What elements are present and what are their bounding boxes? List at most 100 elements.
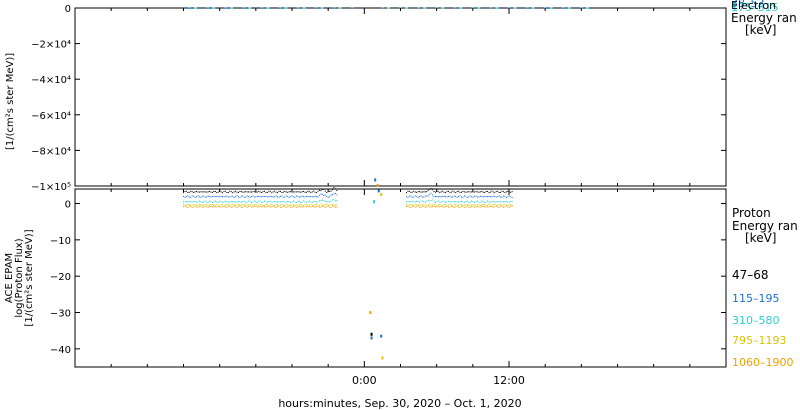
proton-data-point bbox=[429, 200, 431, 202]
proton-data-point bbox=[232, 201, 234, 203]
proton-data-point bbox=[423, 204, 425, 206]
proton-data-point bbox=[219, 205, 221, 207]
proton-data-point bbox=[264, 196, 266, 198]
proton-data-point bbox=[268, 205, 270, 207]
proton-data-point bbox=[314, 195, 316, 197]
proton-data-point bbox=[432, 204, 434, 206]
proton-data-point bbox=[271, 201, 273, 203]
proton-data-point bbox=[456, 191, 458, 193]
proton-data-point bbox=[197, 204, 199, 206]
proton-data-point bbox=[482, 206, 484, 208]
proton-data-point bbox=[246, 204, 248, 206]
proton-data-point bbox=[420, 204, 422, 206]
proton-data-point bbox=[275, 201, 277, 203]
proton-data-point bbox=[240, 201, 242, 203]
proton-data-point bbox=[252, 204, 254, 206]
proton-data-point bbox=[437, 196, 439, 198]
proton-data-point bbox=[224, 196, 226, 198]
proton-data-point bbox=[484, 206, 486, 208]
proton-data-point bbox=[502, 201, 504, 203]
proton-data-point bbox=[485, 190, 487, 192]
proton-data-point bbox=[449, 201, 451, 203]
proton-data-point bbox=[488, 206, 490, 208]
time-axis: 0:00 12:00 bbox=[74, 8, 727, 387]
proton-data-point bbox=[275, 203, 277, 205]
proton-data-point bbox=[307, 196, 309, 198]
proton-data-point bbox=[183, 206, 184, 208]
proton-data-point bbox=[469, 195, 471, 197]
proton-data-point bbox=[443, 191, 445, 193]
proton-data-point bbox=[282, 196, 284, 198]
proton-data-point bbox=[465, 191, 467, 193]
proton-data-point bbox=[474, 206, 476, 208]
proton-data-point bbox=[184, 205, 186, 207]
proton-data-point bbox=[201, 204, 203, 206]
proton-data-point bbox=[209, 206, 211, 208]
proton-data-point bbox=[476, 205, 478, 207]
proton-data-point bbox=[272, 196, 274, 198]
proton-data-point bbox=[268, 201, 270, 203]
proton-outlier-point bbox=[370, 332, 373, 336]
proton-data-point bbox=[298, 196, 300, 198]
proton-data-point bbox=[461, 200, 463, 202]
proton-data-point bbox=[305, 191, 307, 193]
proton-data-point bbox=[185, 206, 187, 208]
proton-data-point bbox=[330, 207, 332, 209]
proton-data-point bbox=[453, 195, 455, 197]
proton-data-point bbox=[230, 201, 232, 203]
proton-data-point bbox=[210, 191, 212, 193]
proton-data-point bbox=[330, 190, 332, 192]
proton-data-point bbox=[239, 201, 241, 203]
proton-data-point bbox=[476, 200, 478, 202]
electron-data-point bbox=[423, 7, 427, 9]
proton-data-point bbox=[295, 195, 297, 197]
proton-data-point bbox=[504, 192, 506, 194]
electron-data-point bbox=[260, 7, 264, 9]
proton-data-point bbox=[426, 195, 428, 197]
proton-data-point bbox=[459, 191, 461, 193]
proton-data-point bbox=[462, 205, 464, 207]
proton-data-point bbox=[326, 195, 328, 197]
proton-data-point bbox=[421, 204, 423, 206]
proton-data-point bbox=[472, 201, 474, 203]
proton-data-point bbox=[274, 205, 276, 207]
proton-data-point bbox=[310, 192, 312, 194]
proton-data-point bbox=[304, 191, 306, 193]
proton-data-point bbox=[492, 206, 494, 208]
proton-data-point bbox=[291, 191, 293, 193]
proton-data-point bbox=[475, 200, 477, 202]
proton-data-point bbox=[432, 189, 434, 191]
proton-data-point bbox=[284, 201, 286, 203]
proton-data-point bbox=[214, 206, 216, 208]
proton-data-point bbox=[475, 191, 477, 193]
electron-data-point bbox=[206, 7, 210, 9]
proton-data-point bbox=[187, 203, 189, 205]
proton-y-label-line3: [1/(cm²s ster MeV)] bbox=[24, 229, 35, 326]
proton-data-point bbox=[436, 195, 438, 197]
proton-data-point bbox=[264, 205, 266, 207]
proton-data-point bbox=[294, 205, 296, 207]
proton-data-point bbox=[478, 191, 480, 193]
proton-data-point bbox=[421, 191, 423, 193]
proton-data-point bbox=[452, 201, 454, 203]
proton-data-point bbox=[468, 204, 470, 206]
proton-data-point bbox=[432, 206, 434, 208]
proton-data-point bbox=[203, 204, 205, 206]
proton-data-point bbox=[314, 206, 316, 208]
proton-data-point bbox=[240, 206, 242, 208]
proton-data-point bbox=[304, 196, 306, 198]
proton-data-point bbox=[447, 195, 449, 197]
proton-data-point bbox=[485, 205, 487, 207]
proton-data-point bbox=[220, 206, 222, 208]
proton-data-point bbox=[214, 196, 216, 198]
proton-data-point bbox=[294, 196, 296, 198]
proton-data-point bbox=[468, 196, 470, 198]
proton-data-point bbox=[300, 204, 302, 206]
proton-data-point bbox=[507, 196, 509, 198]
proton-data-point bbox=[213, 206, 215, 208]
proton-data-point bbox=[456, 201, 458, 203]
proton-data-point bbox=[310, 206, 312, 208]
proton-data-point bbox=[258, 205, 260, 207]
electron-data-point bbox=[531, 7, 535, 9]
proton-data-point bbox=[414, 191, 416, 193]
